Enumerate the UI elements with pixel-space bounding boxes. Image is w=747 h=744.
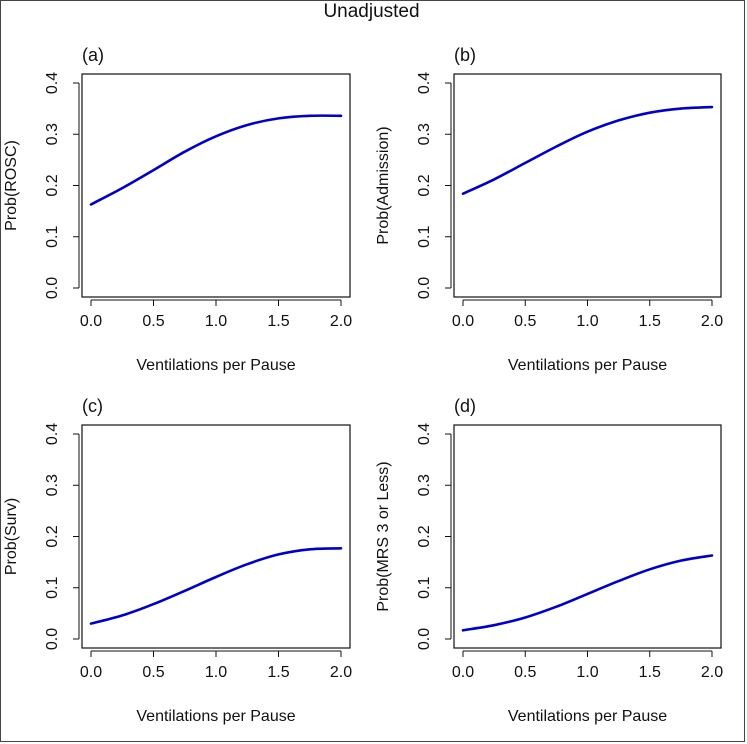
x-tick-label: 1.5 <box>267 664 289 681</box>
plot-area-frame <box>453 424 722 649</box>
y-tick-label: 0.2 <box>416 525 433 547</box>
x-axis-title: Ventilations per Pause <box>508 357 667 374</box>
x-axis-title: Ventilations per Pause <box>508 708 667 725</box>
x-tick-label: 0.0 <box>452 664 474 681</box>
panel-label: (a) <box>82 45 104 65</box>
x-tick-label: 0.5 <box>514 664 536 681</box>
y-axis-title: Prob(Surv) <box>3 498 20 575</box>
y-tick-label: 0.4 <box>44 423 61 445</box>
y-tick-label: 0.3 <box>416 474 433 496</box>
x-tick-label: 1.0 <box>576 664 598 681</box>
x-tick-label: 0.5 <box>142 313 164 330</box>
x-tick-label: 1.0 <box>205 664 227 681</box>
y-tick-label: 0.4 <box>416 72 433 94</box>
x-tick-label: 0.5 <box>142 664 164 681</box>
x-tick-label: 0.5 <box>514 313 536 330</box>
x-tick-label: 0.0 <box>80 313 102 330</box>
y-tick-label: 0.3 <box>44 123 61 145</box>
y-tick-label: 0.2 <box>44 525 61 547</box>
y-tick-label: 0.1 <box>44 577 61 599</box>
x-tick-label: 1.5 <box>639 664 661 681</box>
figure-title: Unadjusted <box>323 1 420 22</box>
y-axis-title: Prob(Admission) <box>375 126 392 244</box>
y-tick-label: 0.0 <box>416 628 433 650</box>
y-axis-title: Prob(ROSC) <box>3 140 20 231</box>
series-line <box>461 105 714 195</box>
x-tick-label: 2.0 <box>701 313 723 330</box>
y-tick-label: 0.3 <box>44 474 61 496</box>
y-axis-title: Prob(MRS 3 or Less) <box>375 461 392 611</box>
x-tick-label: 2.0 <box>701 664 723 681</box>
y-tick-label: 0.1 <box>416 226 433 248</box>
y-tick-label: 0.0 <box>416 277 433 299</box>
y-tick-label: 0.2 <box>44 174 61 196</box>
y-tick-label: 0.1 <box>416 577 433 599</box>
x-axis-title: Ventilations per Pause <box>136 357 295 374</box>
x-tick-label: 2.0 <box>330 664 352 681</box>
y-tick-label: 0.4 <box>416 423 433 445</box>
panel-label: (b) <box>454 45 476 65</box>
x-tick-label: 0.0 <box>80 664 102 681</box>
x-tick-label: 1.5 <box>639 313 661 330</box>
y-tick-label: 0.2 <box>416 174 433 196</box>
chart-panel-c: (c) 0.0 0.5 1.0 1.5 2.0 0.0 0.1 0.2 0.3 0.4 Ventila… <box>3 396 352 725</box>
x-tick-label: 1.0 <box>576 313 598 330</box>
x-tick-label: 0.0 <box>452 313 474 330</box>
plot-area-frame <box>81 73 351 298</box>
x-tick-label: 1.0 <box>205 313 227 330</box>
y-tick-label: 0.0 <box>44 277 61 299</box>
chart-panel-b: (b) 0.0 0.5 1.0 1.5 2.0 0.0 0.1 0.2 0.3 0.4 Ventila… <box>375 45 723 374</box>
x-tick-label: 1.5 <box>267 313 289 330</box>
y-tick-label: 0.0 <box>44 628 61 650</box>
plot-area-frame <box>81 424 351 649</box>
chart-panel-a: (a) 0.0 0.5 1.0 1.5 2.0 0.0 0.1 0.2 0.3 0.4 Ventila… <box>3 45 352 374</box>
x-axis-title: Ventilations per Pause <box>136 708 295 725</box>
panel-label: (d) <box>454 396 476 416</box>
series-line <box>461 554 714 632</box>
x-tick-label: 2.0 <box>330 313 352 330</box>
plot-area-frame <box>453 73 722 298</box>
y-tick-label: 0.3 <box>416 123 433 145</box>
chart-panel-d: (d) 0.0 0.5 1.0 1.5 2.0 0.0 0.1 0.2 0.3 0.4 Ventila… <box>375 396 723 725</box>
panel-label: (c) <box>82 396 103 416</box>
series-line <box>89 547 343 625</box>
y-tick-label: 0.1 <box>44 226 61 248</box>
y-tick-label: 0.4 <box>44 72 61 94</box>
series-line <box>89 114 343 206</box>
